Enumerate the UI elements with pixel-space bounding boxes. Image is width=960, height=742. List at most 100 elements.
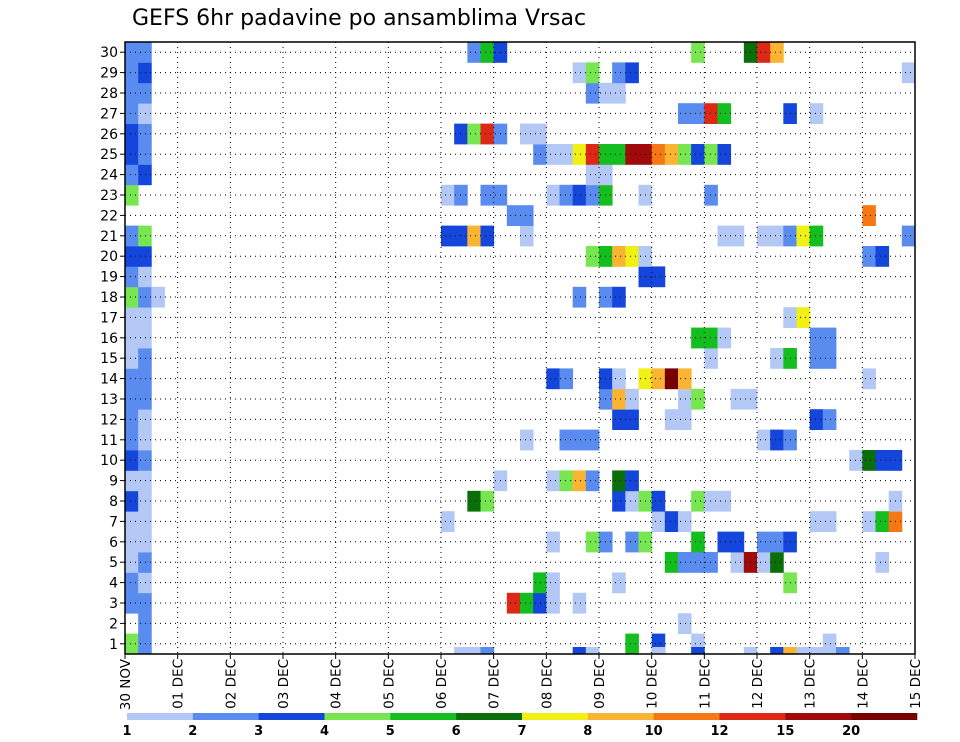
heat-cell: [691, 552, 705, 573]
y-tick-label: 29: [100, 66, 118, 82]
heat-cell-bottom: [809, 647, 824, 654]
heat-cell: [533, 123, 547, 145]
heat-cell: [546, 531, 560, 553]
heat-cell: [467, 225, 481, 247]
legend-swatch: [324, 713, 391, 720]
heat-cell: [612, 62, 626, 84]
heat-cell: [704, 490, 718, 512]
x-tick-label: 11 DEC: [697, 659, 713, 709]
x-tick-label: 15 DEC: [908, 659, 924, 709]
legend-label: 8: [583, 724, 592, 739]
legend-label: 5: [386, 724, 395, 739]
x-tick-label: 08 DEC: [539, 659, 555, 709]
heat-cell: [138, 266, 152, 288]
heat-cell: [138, 103, 152, 124]
legend-swatch: [851, 713, 918, 720]
heat-cell: [875, 450, 890, 471]
heat-cell: [125, 266, 139, 288]
heat-cell: [125, 368, 139, 390]
heat-cell: [612, 490, 626, 512]
y-tick-label: 15: [100, 351, 118, 367]
heat-cell-bottom: [454, 647, 468, 654]
heat-cell: [809, 348, 824, 369]
heat-cell: [125, 144, 139, 165]
heat-cell: [125, 327, 139, 349]
x-tick-label: 01 DEC: [171, 659, 187, 709]
legend-label: 7: [517, 724, 526, 739]
heat-cell: [125, 552, 139, 573]
heat-cell: [875, 511, 890, 532]
heat-cell: [691, 144, 705, 165]
y-tick-label: 19: [100, 270, 118, 286]
heat-cell-bottom: [691, 647, 705, 654]
heat-cell: [704, 327, 718, 349]
heat-cell: [691, 490, 705, 512]
heat-cell: [862, 368, 876, 390]
x-tick-label: 03 DEC: [276, 659, 292, 709]
y-tick-label: 8: [109, 494, 118, 510]
x-tick-label: 30 NOV: [118, 658, 134, 710]
heat-cell: [704, 552, 718, 573]
heat-cell: [664, 409, 679, 430]
heat-cell: [678, 388, 692, 410]
heat-cell: [138, 470, 152, 492]
heat-cell: [717, 144, 732, 165]
heat-cell: [730, 531, 745, 553]
heat-cell: [822, 511, 837, 532]
heat-cell: [138, 388, 152, 410]
heat-cell: [717, 225, 732, 247]
heat-cell: [559, 470, 574, 492]
y-tick-label: 30: [100, 45, 118, 61]
heat-cell: [138, 572, 152, 594]
heat-cell: [572, 184, 587, 206]
heat-cell: [625, 388, 639, 410]
heat-cell: [125, 184, 139, 206]
heat-cell: [138, 490, 152, 512]
heat-cell: [664, 144, 679, 165]
legend-swatch: [522, 713, 589, 720]
heat-cell: [138, 307, 152, 328]
heat-cell: [625, 633, 639, 655]
heat-cell: [809, 511, 824, 532]
heat-cell: [572, 429, 587, 451]
heat-cell-bottom: [572, 647, 587, 654]
heat-cell: [678, 368, 692, 390]
heat-cell: [559, 368, 574, 390]
legend-label: 1: [122, 724, 131, 739]
heat-cell: [125, 82, 139, 104]
y-tick-label: 14: [100, 372, 118, 388]
heat-cell: [809, 225, 824, 247]
heat-cell: [770, 552, 784, 573]
heat-cell: [770, 429, 784, 451]
heat-cell: [585, 246, 600, 267]
heat-cell: [125, 103, 139, 124]
heat-cell: [585, 62, 600, 84]
heat-cell: [546, 144, 560, 165]
heat-cell: [138, 144, 152, 165]
heat-cell: [125, 450, 139, 471]
heat-cell: [770, 42, 784, 63]
heat-cell: [520, 225, 534, 247]
heat-cell: [125, 307, 139, 328]
y-tick-label: 17: [100, 310, 118, 326]
heat-cell: [625, 470, 639, 492]
heat-cell: [125, 490, 139, 512]
heat-cell: [125, 388, 139, 410]
heat-cell: [704, 184, 718, 206]
heat-cell: [559, 429, 574, 451]
heat-cell: [138, 82, 152, 104]
legend-swatch: [785, 713, 852, 720]
heat-cell: [678, 144, 692, 165]
heat-cell: [691, 327, 705, 349]
x-tick-label: 10 DEC: [645, 659, 661, 709]
heat-cell: [506, 592, 521, 614]
heat-cell: [717, 327, 732, 349]
legend-label: 10: [645, 724, 663, 739]
heat-cell: [678, 552, 692, 573]
heat-cell: [730, 552, 745, 573]
x-tick-label: 02 DEC: [223, 659, 239, 709]
heat-cell: [862, 450, 876, 471]
heat-cell: [625, 531, 639, 553]
y-tick-label: 11: [100, 433, 118, 449]
